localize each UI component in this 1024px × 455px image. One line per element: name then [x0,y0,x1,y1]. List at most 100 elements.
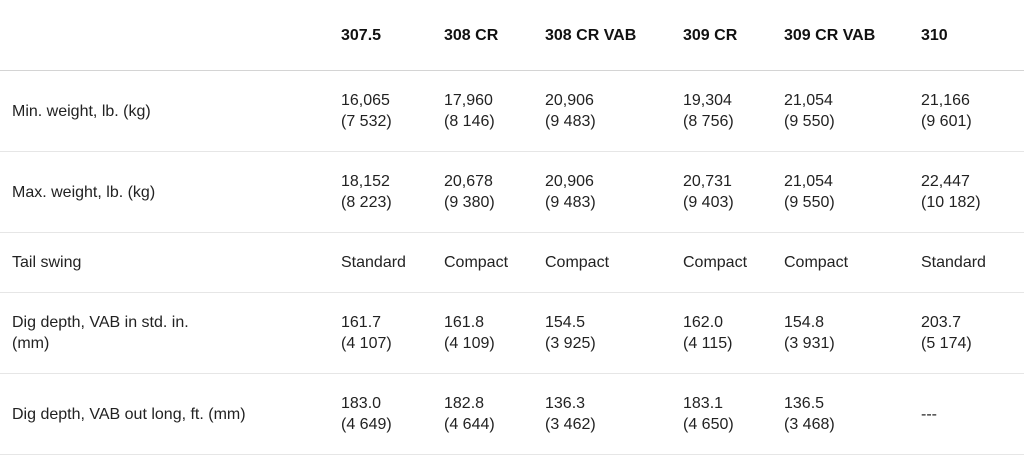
cell-secondary-value: (8 756) [683,113,734,130]
table-cell: Compact [444,232,545,293]
row-label: Min. weight, lb. (kg) [0,70,341,152]
cell-primary-value: Compact [444,254,509,271]
table-cell: Compact [683,232,784,293]
table-cell: 161.7 (4 107) [341,292,444,374]
cell-secondary-value: (4 107) [341,335,392,352]
table-cell: 154.8 (3 931) [784,292,921,374]
table-cell: Compact [545,232,683,293]
table-cell: 21,054 (9 550) [784,70,921,152]
table-cell: 22,447 (10 182) [921,151,1024,233]
table-cell: 18,152 (8 223) [341,151,444,233]
row-label-text: Dig depth, VAB in std. in. (mm) [12,314,189,352]
table-row-min-weight: Min. weight, lb. (kg) 16,065 (7 532) 17,9… [0,70,1024,152]
cell-primary-value: 136.5 [784,395,825,412]
table-cell: 136.5 (3 468) [784,373,921,455]
cell-primary-value: 20,678 [444,173,493,190]
cell-primary-value: 162.0 [683,314,724,331]
table-cell: 20,906 (9 483) [545,70,683,152]
row-label: Max. weight, lb. (kg) [0,151,341,233]
row-label-text: Min. weight, lb. (kg) [12,102,151,120]
cell-primary-value: 154.5 [545,314,586,331]
cell-primary-value: 183.1 [683,395,724,412]
cell-primary-value: Compact [784,254,849,271]
cell-secondary-value: (4 649) [341,416,392,433]
table-row-tail-swing: Tail swing Standard Compact Compact Comp… [0,232,1024,293]
cell-secondary-value: (3 925) [545,335,596,352]
table-row-dig-depth-vab-in: Dig depth, VAB in std. in. (mm) 161.7 (4 … [0,292,1024,374]
table-cell: 17,960 (8 146) [444,70,545,152]
header-model-309-cr-vab: 309 CR VAB [784,0,921,71]
cell-primary-value: Compact [545,254,610,271]
cell-primary-value: 22,447 [921,173,970,190]
table-cell: 21,054 (9 550) [784,151,921,233]
cell-primary-value: Standard [921,254,986,271]
table-cell: --- [921,373,1024,455]
cell-secondary-value: (9 403) [683,194,734,211]
cell-secondary-value: (9 601) [921,113,972,130]
header-model-308-cr-vab: 308 CR VAB [545,0,683,71]
cell-primary-value: 182.8 [444,395,485,412]
cell-secondary-value: (9 483) [545,113,596,130]
row-label-text: Max. weight, lb. (kg) [12,183,156,201]
cell-primary-value: 136.3 [545,395,586,412]
cell-secondary-value: (9 550) [784,194,835,211]
cell-primary-value: 17,960 [444,92,493,109]
table-cell: 21,166 (9 601) [921,70,1024,152]
table-cell: 20,906 (9 483) [545,151,683,233]
cell-secondary-value: (9 550) [784,113,835,130]
cell-secondary-value: (4 115) [683,335,733,352]
header-model-307-5: 307.5 [341,0,444,71]
cell-secondary-value: (8 146) [444,113,495,130]
cell-primary-value: 21,054 [784,92,833,109]
cell-primary-value: 161.7 [341,314,382,331]
cell-primary-value: 20,731 [683,173,732,190]
cell-secondary-value: (5 174) [921,335,972,352]
table-cell: 19,304 (8 756) [683,70,784,152]
cell-secondary-value: (9 380) [444,194,495,211]
cell-secondary-value: (3 931) [784,335,835,352]
cell-primary-value: 19,304 [683,92,732,109]
row-label-text: Dig depth, VAB out long, ft. (mm) [12,405,246,423]
table-cell: 20,678 (9 380) [444,151,545,233]
row-label: Dig depth, VAB in std. in. (mm) [0,292,341,374]
cell-primary-value: 21,054 [784,173,833,190]
cell-primary-value: 20,906 [545,173,594,190]
cell-primary-value: 20,906 [545,92,594,109]
cell-primary-value: 203.7 [921,314,962,331]
cell-secondary-value: (4 650) [683,416,734,433]
table-cell: 136.3 (3 462) [545,373,683,455]
cell-secondary-value: (4 644) [444,416,495,433]
table-cell: 203.7 (5 174) [921,292,1024,374]
table-cell: Standard [921,232,1024,293]
cell-secondary-value: (8 223) [341,194,392,211]
table-cell: 16,065 (7 532) [341,70,444,152]
cell-primary-value: 18,152 [341,173,390,190]
row-label: Tail swing [0,232,341,293]
cell-primary-value: 154.8 [784,314,825,331]
cell-secondary-value: (9 483) [545,194,596,211]
cell-secondary-value: (10 182) [921,194,981,211]
row-label: Dig depth, VAB out long, ft. (mm) [0,373,341,455]
cell-primary-value: --- [921,405,937,423]
cell-primary-value: 183.0 [341,395,382,412]
cell-primary-value: Standard [341,254,406,271]
cell-primary-value: 16,065 [341,92,390,109]
table-cell: Standard [341,232,444,293]
table-cell: 162.0 (4 115) [683,292,784,374]
header-corner-cell [0,0,341,71]
table-cell: 183.1 (4 650) [683,373,784,455]
table-cell: Compact [784,232,921,293]
table-cell: 161.8 (4 109) [444,292,545,374]
header-model-309-cr: 309 CR [683,0,784,71]
cell-primary-value: 161.8 [444,314,485,331]
cell-secondary-value: (7 532) [341,113,392,130]
table-cell: 182.8 (4 644) [444,373,545,455]
cell-secondary-value: (3 468) [784,416,835,433]
header-row: 307.5 308 CR 308 CR VAB 309 CR 309 CR VA… [0,0,1024,71]
header-model-308-cr: 308 CR [444,0,545,71]
table-cell: 20,731 (9 403) [683,151,784,233]
row-label-text: Tail swing [12,254,82,271]
cell-primary-value: Compact [683,254,748,271]
cell-primary-value: 21,166 [921,92,970,109]
header-model-310: 310 [921,0,1024,71]
